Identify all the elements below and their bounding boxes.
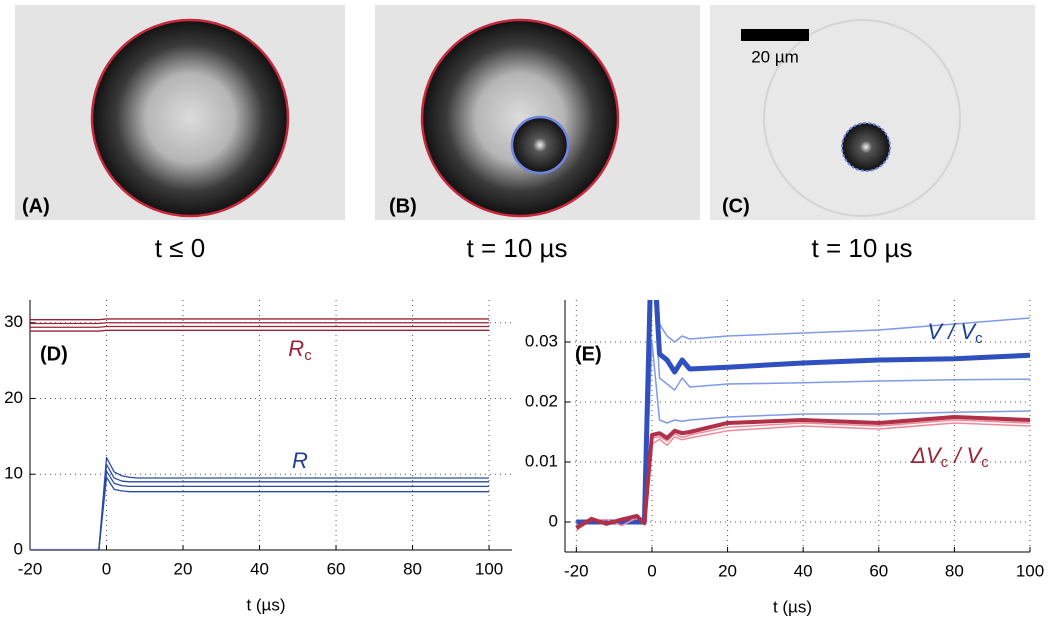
- y-tick-label: 0.03: [525, 331, 558, 350]
- y-tick-label: 20: [4, 388, 23, 407]
- series-line: [30, 329, 490, 332]
- x-tick-label: 0: [647, 561, 656, 580]
- x-tick-label: 100: [475, 559, 503, 578]
- annotation: ΔVc / Vc: [910, 443, 989, 471]
- annotation: R: [292, 448, 308, 473]
- scale-bar-label: 20 µm: [751, 47, 799, 66]
- annotation-subscript: c: [981, 454, 989, 471]
- y-tick-label: 0.01: [525, 451, 558, 470]
- x-axis-label: t (µs): [246, 595, 285, 614]
- series-line: [30, 470, 490, 550]
- y-tick-label: 0: [14, 539, 23, 558]
- annotation: V / Vc: [927, 319, 983, 347]
- panel-label: (A): [22, 195, 50, 217]
- x-tick-label: 60: [869, 561, 888, 580]
- series-line: [30, 322, 490, 325]
- x-tick-label: 40: [250, 559, 269, 578]
- x-tick-label: -20: [18, 559, 43, 578]
- annotation-text: ΔV: [910, 443, 943, 468]
- x-tick-label: 20: [718, 561, 737, 580]
- y-tick-label: 0.02: [525, 391, 558, 410]
- y-tick-label: 10: [4, 464, 23, 483]
- panel-label: (C): [722, 195, 750, 217]
- annotation-subscript: c: [941, 454, 949, 471]
- annotation-text: / V: [948, 443, 983, 468]
- panel-label: (B): [389, 195, 417, 217]
- y-tick-label: 0: [549, 511, 558, 530]
- caption: t ≤ 0: [155, 233, 205, 263]
- x-tick-label: 100: [1016, 561, 1044, 580]
- x-axis-label: t (µs): [773, 597, 812, 616]
- image-a: [15, 5, 345, 220]
- annotation-subscript: c: [304, 347, 312, 364]
- series-line: [30, 456, 490, 550]
- x-tick-label: 80: [945, 561, 964, 580]
- x-tick-label: -20: [564, 561, 589, 580]
- image-c: 20 µm: [710, 5, 1035, 220]
- x-tick-label: 0: [102, 559, 111, 578]
- series-line: [576, 300, 1030, 525]
- series-line: [30, 318, 490, 321]
- series-line: [30, 325, 490, 328]
- series-line: [30, 476, 490, 550]
- x-tick-label: 60: [327, 559, 346, 578]
- panel-label: (E): [575, 343, 602, 365]
- annotation-text: R: [288, 336, 304, 361]
- x-tick-label: 20: [174, 559, 193, 578]
- series-line: [30, 463, 490, 550]
- annotation-text: R: [292, 448, 308, 473]
- annotation-subscript: c: [975, 330, 983, 347]
- panel-label: (D): [40, 343, 68, 365]
- annotation-text: V / V: [927, 319, 977, 344]
- series-line: [575, 415, 1030, 530]
- annotation: Rc: [288, 336, 312, 364]
- x-tick-label: 80: [403, 559, 422, 578]
- x-tick-label: 40: [794, 561, 813, 580]
- y-tick-label: 30: [4, 312, 23, 331]
- caption: t = 10 µs: [467, 233, 568, 263]
- series-line: [576, 419, 1030, 528]
- image-b: [375, 5, 700, 220]
- caption: t = 10 µs: [812, 233, 913, 263]
